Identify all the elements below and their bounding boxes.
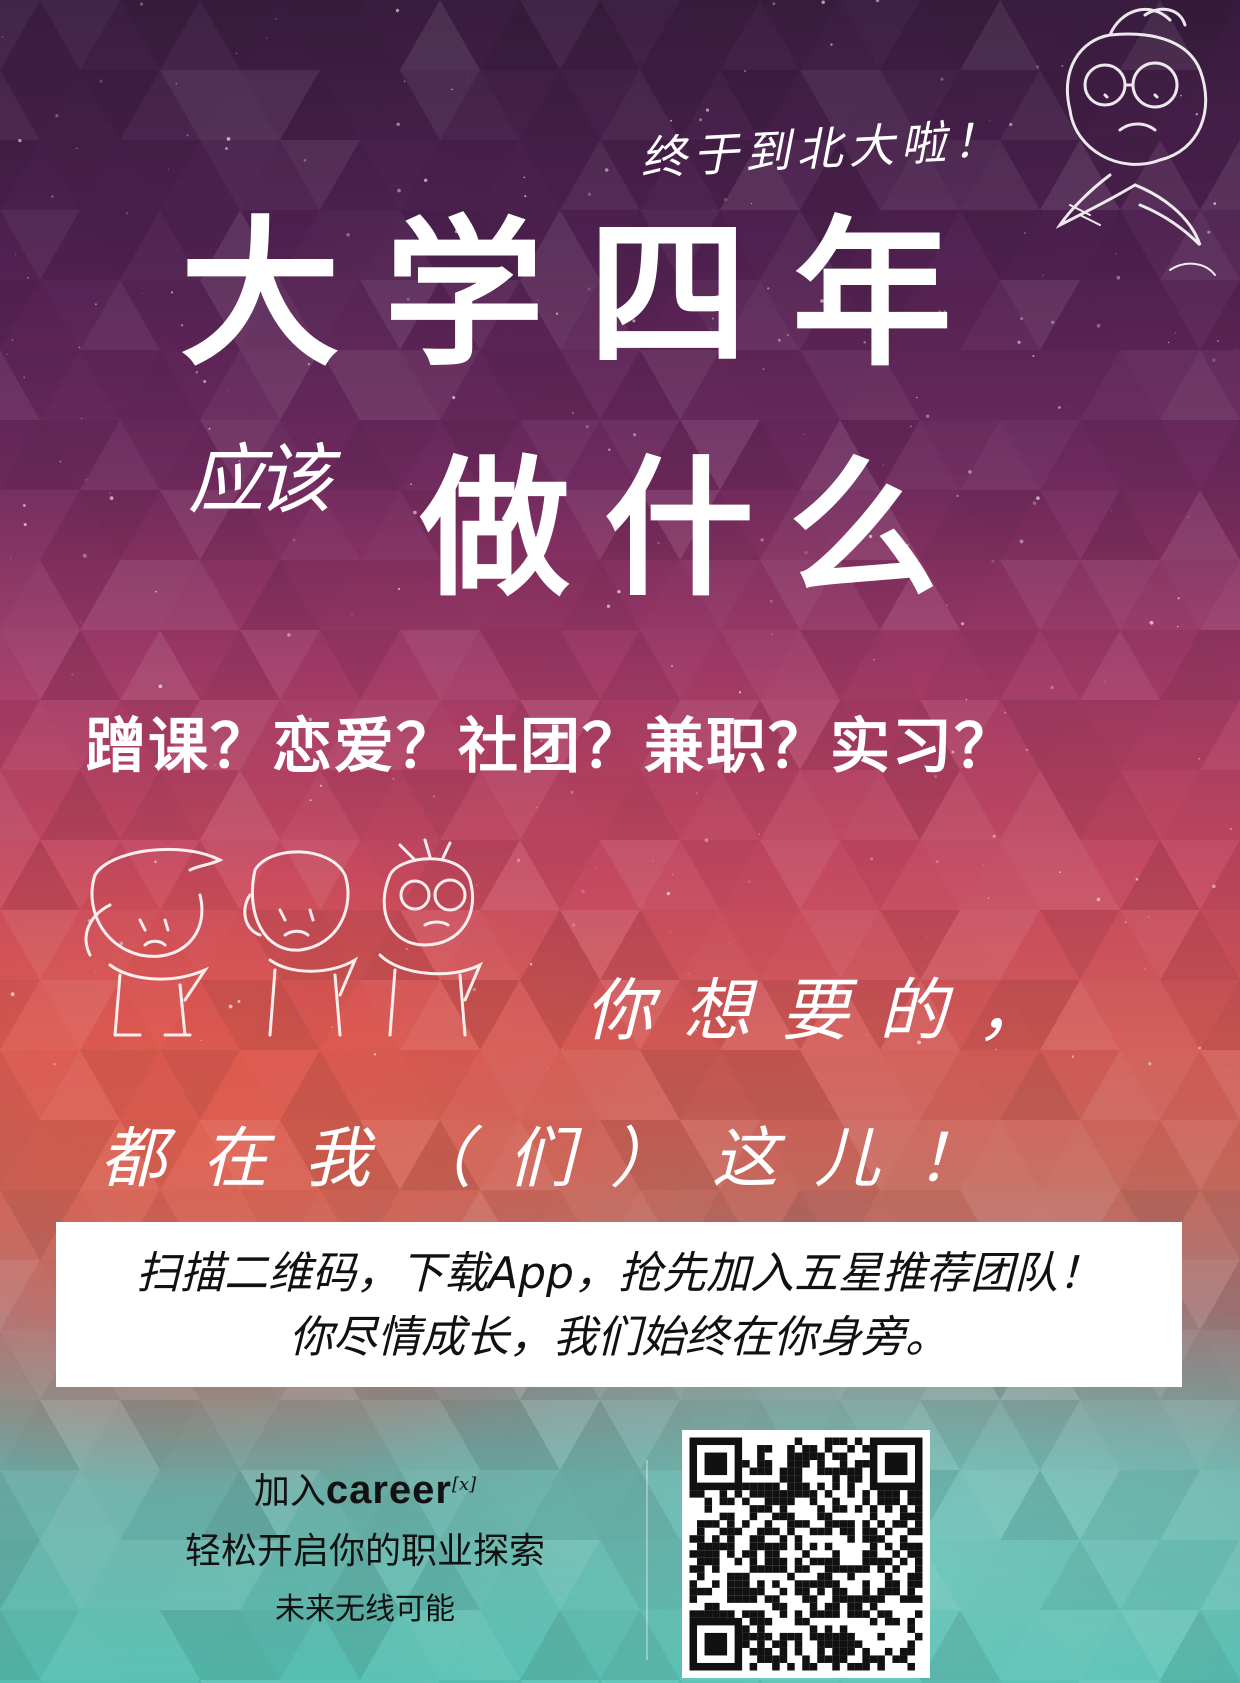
join-line: 加入career[x] xyxy=(130,1455,600,1522)
tagline-line-2: 都在我（们）这儿！ xyxy=(100,1120,1018,1197)
title-line-1: 大学四年 xyxy=(180,201,997,388)
title-small-word: 应该 xyxy=(188,435,332,524)
cta-line-1: 扫描二维码，下载App，抢先加入五星推荐团队！ xyxy=(136,1248,1102,1299)
cartoon-character-icon xyxy=(1055,7,1216,276)
title-line-2: 做什么 xyxy=(420,443,973,617)
slogan: 轻松开启你的职业探索 xyxy=(184,1531,545,1572)
brand-name: career xyxy=(325,1468,452,1512)
brand-superscript: [x] xyxy=(451,1474,477,1495)
join-prefix: 加入 xyxy=(253,1471,326,1512)
join-block: 加入career[x] 轻松开启你的职业探索 未来无线可能 xyxy=(130,1455,600,1638)
qr-code-icon[interactable] xyxy=(682,1430,930,1678)
sub-slogan: 未来无线可能 xyxy=(275,1592,455,1627)
cartoon-character-icon xyxy=(84,838,483,1037)
top-handwritten-note: 终于到北大啦！ xyxy=(639,112,1006,186)
cta-line-2: 你尽情成长，我们始终在你身旁。 xyxy=(289,1312,949,1363)
divider xyxy=(646,1460,648,1660)
tagline-line-1: 你想要的， xyxy=(585,972,1076,1051)
question-list: 蹭课？恋爱？社团？兼职？实习？ xyxy=(86,712,1016,782)
cta-box: 扫描二维码，下载App，抢先加入五星推荐团队！ 你尽情成长，我们始终在你身旁。 xyxy=(56,1222,1182,1387)
